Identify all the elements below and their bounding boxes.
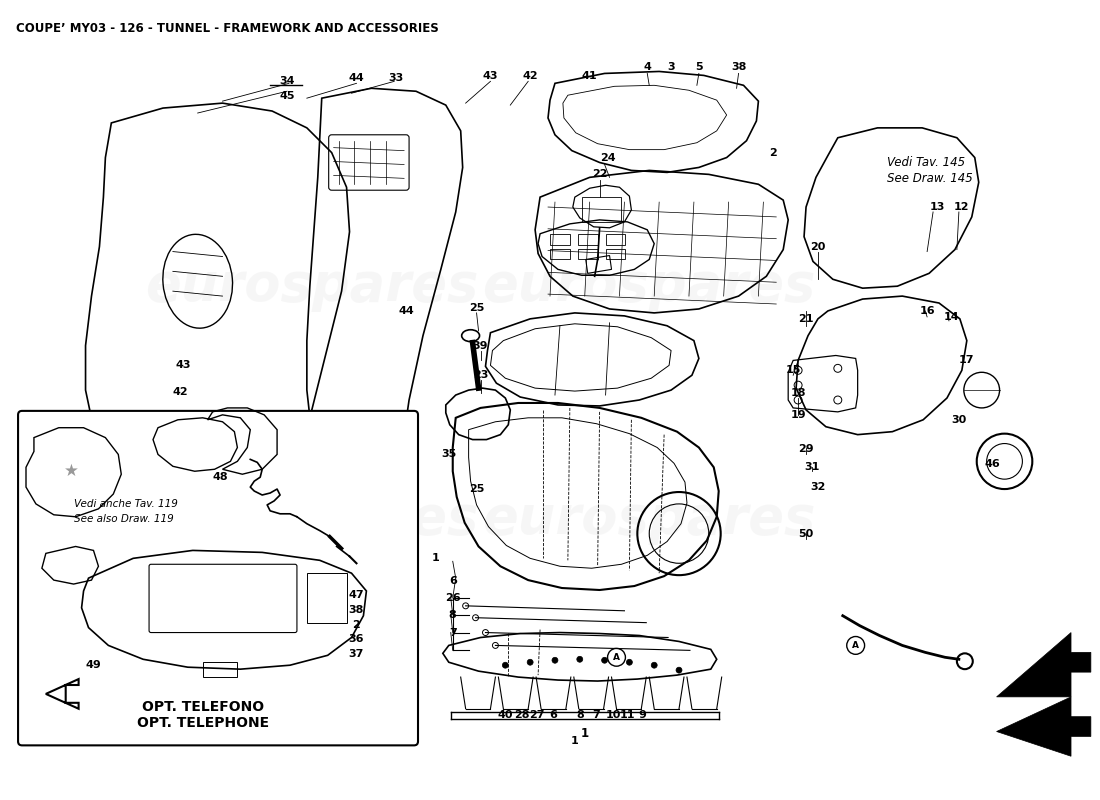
Text: 25: 25 bbox=[469, 484, 484, 494]
Text: 24: 24 bbox=[600, 153, 615, 162]
Text: 44: 44 bbox=[349, 74, 364, 83]
Text: 42: 42 bbox=[172, 387, 188, 397]
Text: 47: 47 bbox=[349, 590, 364, 600]
Text: 43: 43 bbox=[483, 71, 498, 82]
Text: 7: 7 bbox=[449, 627, 456, 638]
Text: 38: 38 bbox=[349, 605, 364, 614]
Text: 7: 7 bbox=[592, 710, 600, 720]
Circle shape bbox=[602, 658, 607, 663]
Text: 25: 25 bbox=[469, 303, 484, 313]
Text: 4: 4 bbox=[644, 62, 651, 71]
Text: 6: 6 bbox=[449, 576, 456, 586]
Text: 1: 1 bbox=[581, 727, 589, 740]
Text: 31: 31 bbox=[804, 462, 820, 472]
Text: 18: 18 bbox=[791, 388, 806, 398]
Bar bbox=[550, 234, 570, 245]
Text: 34: 34 bbox=[279, 76, 295, 86]
Text: 2: 2 bbox=[769, 148, 778, 158]
Text: 14: 14 bbox=[944, 312, 959, 322]
Bar bbox=[202, 662, 238, 677]
Bar bbox=[578, 234, 597, 245]
Bar bbox=[582, 197, 621, 222]
Text: eurospares: eurospares bbox=[145, 493, 478, 545]
Text: 45: 45 bbox=[279, 91, 295, 101]
Text: COUPE’ MY03 - 126 - TUNNEL - FRAMEWORK AND ACCESSORIES: COUPE’ MY03 - 126 - TUNNEL - FRAMEWORK A… bbox=[16, 22, 439, 35]
Text: 6: 6 bbox=[549, 710, 557, 720]
Bar bbox=[550, 249, 570, 259]
Text: 29: 29 bbox=[799, 445, 814, 454]
Polygon shape bbox=[997, 633, 1091, 697]
Text: 32: 32 bbox=[811, 482, 826, 492]
Text: 27: 27 bbox=[529, 710, 544, 720]
Text: 39: 39 bbox=[473, 341, 488, 350]
Circle shape bbox=[503, 662, 508, 668]
Bar bbox=[606, 249, 626, 259]
Circle shape bbox=[676, 667, 682, 673]
Text: Vedi anche Tav. 119: Vedi anche Tav. 119 bbox=[74, 499, 177, 509]
Text: 36: 36 bbox=[349, 634, 364, 645]
Text: Vedi Tav. 145: Vedi Tav. 145 bbox=[888, 156, 966, 169]
Text: 15: 15 bbox=[785, 366, 801, 375]
Text: OPT. TELEFONO: OPT. TELEFONO bbox=[142, 700, 264, 714]
Text: 50: 50 bbox=[799, 529, 814, 538]
Text: 1: 1 bbox=[571, 737, 579, 746]
Text: 22: 22 bbox=[592, 170, 607, 179]
Circle shape bbox=[626, 659, 632, 666]
Text: 9: 9 bbox=[638, 710, 646, 720]
Text: 8: 8 bbox=[576, 710, 584, 720]
Bar bbox=[307, 573, 346, 622]
Text: eurospares: eurospares bbox=[483, 260, 816, 312]
Text: 5: 5 bbox=[695, 62, 703, 71]
Text: 37: 37 bbox=[349, 650, 364, 659]
Text: 19: 19 bbox=[790, 410, 806, 420]
Text: 44: 44 bbox=[398, 306, 414, 316]
Text: See Draw. 145: See Draw. 145 bbox=[888, 172, 974, 185]
Text: 30: 30 bbox=[952, 414, 967, 425]
Circle shape bbox=[576, 656, 583, 662]
Text: ★: ★ bbox=[64, 462, 79, 480]
Text: 20: 20 bbox=[811, 242, 826, 252]
FancyBboxPatch shape bbox=[18, 411, 418, 746]
Circle shape bbox=[527, 659, 534, 666]
Text: 13: 13 bbox=[930, 202, 945, 212]
Text: 26: 26 bbox=[444, 593, 461, 603]
Text: 42: 42 bbox=[522, 71, 538, 82]
Text: 43: 43 bbox=[175, 360, 190, 370]
Text: 8: 8 bbox=[449, 610, 456, 620]
Text: 1: 1 bbox=[432, 554, 440, 563]
Text: 35: 35 bbox=[441, 450, 456, 459]
Text: 41: 41 bbox=[582, 71, 597, 82]
Text: 10: 10 bbox=[606, 710, 621, 720]
Text: 2: 2 bbox=[353, 620, 361, 630]
Text: 28: 28 bbox=[515, 710, 530, 720]
Text: 38: 38 bbox=[730, 62, 746, 71]
Polygon shape bbox=[997, 697, 1091, 756]
Text: OPT. TELEPHONE: OPT. TELEPHONE bbox=[136, 716, 268, 730]
Text: 49: 49 bbox=[86, 660, 101, 670]
Text: eurospares: eurospares bbox=[145, 260, 478, 312]
Circle shape bbox=[651, 662, 657, 668]
Text: 21: 21 bbox=[799, 314, 814, 324]
Text: A: A bbox=[852, 641, 859, 650]
Circle shape bbox=[552, 658, 558, 663]
Bar bbox=[606, 234, 626, 245]
Text: See also Draw. 119: See also Draw. 119 bbox=[74, 514, 174, 524]
Text: 11: 11 bbox=[619, 710, 635, 720]
Text: 16: 16 bbox=[920, 306, 935, 316]
Text: 12: 12 bbox=[954, 202, 969, 212]
Text: A: A bbox=[613, 653, 620, 662]
Text: 48: 48 bbox=[212, 472, 229, 482]
Polygon shape bbox=[46, 679, 78, 709]
Text: 33: 33 bbox=[388, 74, 404, 83]
Text: 46: 46 bbox=[984, 459, 1001, 470]
Text: 40: 40 bbox=[497, 710, 513, 720]
Text: eurospares: eurospares bbox=[483, 493, 816, 545]
Text: 3: 3 bbox=[668, 62, 675, 71]
Text: 17: 17 bbox=[959, 355, 975, 366]
Text: 23: 23 bbox=[473, 370, 488, 380]
Bar bbox=[578, 249, 597, 259]
